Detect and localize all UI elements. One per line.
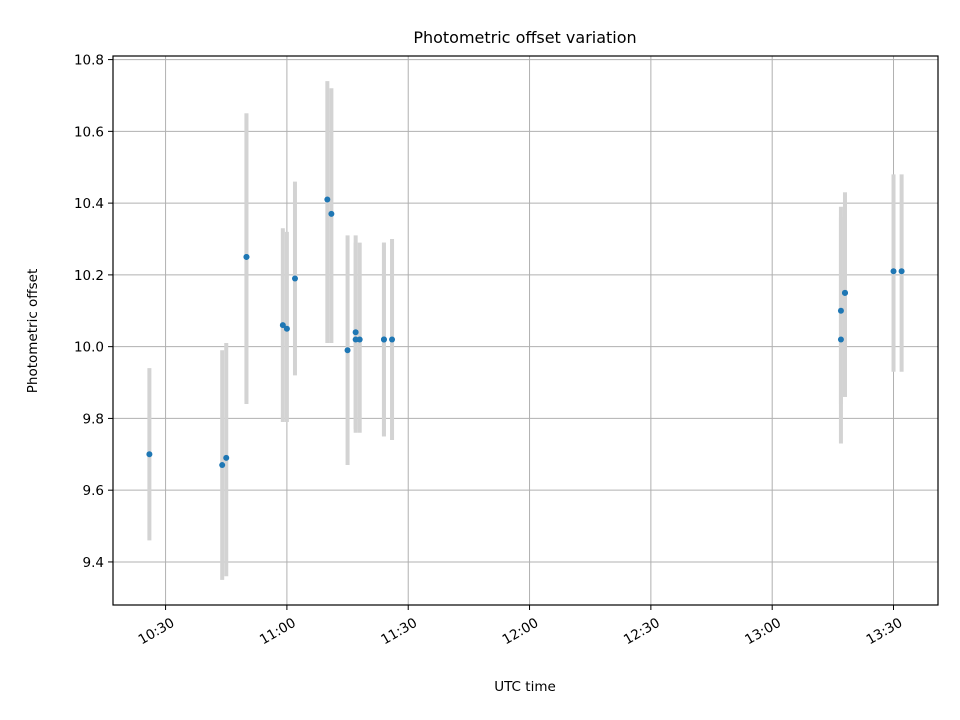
data-point: [219, 462, 226, 469]
grid: [113, 56, 938, 605]
chart-title: Photometric offset variation: [413, 28, 636, 47]
data-point: [352, 329, 359, 336]
y-tick-label: 10.6: [74, 124, 104, 140]
data-point: [344, 347, 351, 354]
y-tick-label: 10.2: [74, 268, 104, 284]
data-point: [389, 336, 396, 343]
data-point: [279, 322, 286, 329]
y-tick-label: 9.6: [83, 483, 104, 499]
data-point: [283, 325, 290, 332]
y-tick-label: 9.8: [83, 411, 104, 427]
y-tick-label: 10.4: [74, 196, 104, 212]
y-tick-label: 10.0: [74, 340, 104, 356]
x-axis-label: UTC time: [494, 679, 556, 695]
data-point: [837, 336, 844, 343]
y-axis-label: Photometric offset: [25, 269, 41, 393]
y-tick-label: 9.4: [83, 555, 104, 571]
data-point: [890, 268, 897, 275]
data-point: [328, 210, 335, 217]
y-tick-label: 10.8: [74, 53, 104, 69]
data-point: [898, 268, 905, 275]
plot-frame: [112, 55, 939, 606]
data-point: [324, 196, 331, 203]
data-point: [837, 307, 844, 314]
data-point: [841, 289, 848, 296]
data-point: [380, 336, 387, 343]
data-point: [291, 275, 298, 282]
data-point: [243, 253, 250, 260]
data-point: [223, 454, 230, 461]
data-point: [356, 336, 363, 343]
data-point: [146, 451, 153, 458]
markers: [146, 196, 905, 469]
